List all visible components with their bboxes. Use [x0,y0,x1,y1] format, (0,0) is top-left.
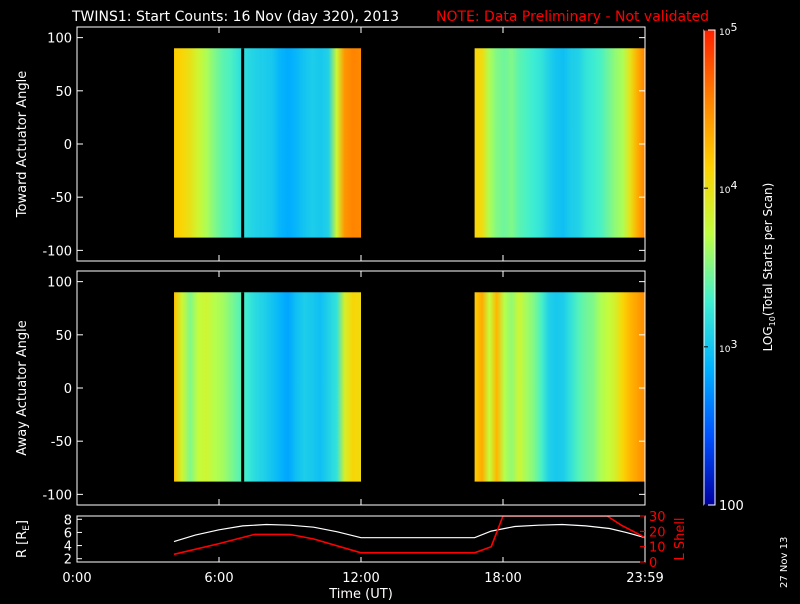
colorbar-tick-label: 105 [719,21,737,38]
y-tick-label: 2 [64,553,72,568]
y2-tick-label: 30 [649,510,666,525]
y2-axis-label: L Shell [673,517,688,560]
preliminary-note: NOTE: Data Preliminary - Not validated [436,9,709,25]
x-tick-label: 0:00 [62,571,91,586]
r-series-line [173,523,645,543]
heatmap-block [174,292,361,482]
x-axis-label: Time (UT) [328,587,393,600]
y-axis-label: R [RE] [15,520,32,558]
colorbar-tick-label: 104 [719,179,737,196]
colorbar-tick-label: 100 [719,499,744,514]
y2-tick-label: 0 [649,556,657,571]
y-tick-label: 0 [64,382,72,397]
y-tick-label: 0 [64,138,72,153]
y-tick-label: -100 [42,244,72,259]
y-tick-label: 50 [55,85,72,100]
y-tick-label: 100 [47,32,72,47]
heatmap-block [474,292,645,482]
x-tick-label: 12:00 [342,571,379,586]
y2-tick-label: 10 [649,541,666,556]
heatmap-block [474,48,645,238]
toward-heatmap-panel: 100 50 0 -50 -100 Toward Actuator Angle [15,26,646,262]
heatmap-block [174,48,361,238]
y-tick-label: -50 [51,435,72,450]
y-tick-label: -50 [51,191,72,206]
y-tick-label: 100 [47,276,72,291]
y-axis-label: Away Actuator Angle [15,320,30,455]
plot-area [77,516,645,562]
colorbar: 105 104 103 100 LOG10(Total Starts per Scan) [703,21,777,514]
colorbar-tick-label: 103 [719,338,737,355]
y-axis-label: Toward Actuator Angle [15,71,30,218]
y-tick-label: 50 [55,329,72,344]
colorbar-scale [703,29,716,506]
chart-title: TWINS1: Start Counts: 16 Nov (day 320), … [71,9,399,25]
away-heatmap-panel: 100 50 0 -50 -100 Away Actuator Angle [15,270,646,506]
y-tick-label: 6 [64,526,72,541]
footer-date: 27 Nov 13 [779,537,790,588]
x-tick-label: 23:59 [626,571,663,586]
data-gap-line [241,292,245,482]
colorbar-label: LOG10(Total Starts per Scan) [761,183,777,352]
x-tick-label: 6:00 [204,571,233,586]
data-gap-line [241,48,245,238]
y2-tick-label: 20 [649,525,666,540]
y-tick-label: 4 [64,540,72,555]
y-tick-label: 8 [64,513,72,528]
x-tick-label: 18:00 [484,571,521,586]
y-tick-label: -100 [42,488,72,503]
lshell-series-line [173,516,645,556]
